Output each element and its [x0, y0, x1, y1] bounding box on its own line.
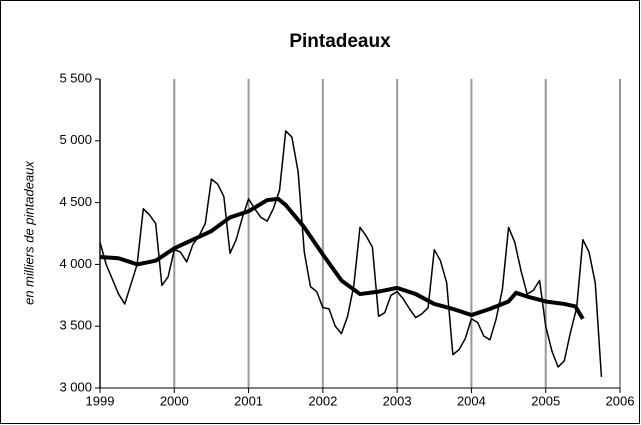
y-tick-label: 3 000	[59, 379, 92, 394]
x-tick-label: 2005	[531, 393, 560, 408]
y-tick-label: 4 500	[59, 194, 92, 209]
x-tick-label: 2006	[606, 393, 635, 408]
y-tick-label: 5 000	[59, 132, 92, 147]
x-tick-label: 2000	[160, 393, 189, 408]
x-tick-label: 2004	[457, 393, 486, 408]
line-series	[99, 130, 603, 377]
x-tick-label: 2002	[308, 393, 337, 408]
x-tick-label: 2003	[383, 393, 412, 408]
y-tick-label: 3 500	[59, 318, 92, 333]
y-tick-label: 4 000	[59, 256, 92, 271]
line-series	[99, 196, 585, 320]
y-axis-label: en milliers de pintadeaux	[21, 161, 36, 305]
y-tick-label: 5 500	[59, 70, 92, 85]
chart-title: Pintadeaux	[289, 31, 391, 52]
x-tick-label: 2001	[234, 393, 263, 408]
x-tick-label: 1999	[86, 393, 115, 408]
